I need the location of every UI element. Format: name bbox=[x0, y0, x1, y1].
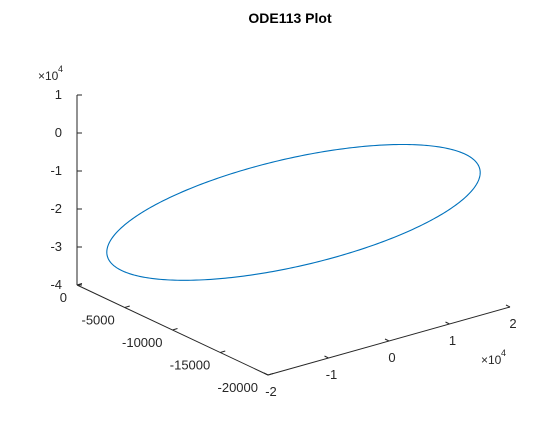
x-tick-label: -15000 bbox=[170, 358, 210, 373]
x-tick-label: -10000 bbox=[122, 335, 162, 350]
z-tick-label: -1 bbox=[50, 163, 62, 178]
x-tick-label: -5000 bbox=[82, 313, 115, 328]
y-multiplier-base: ×10 bbox=[481, 353, 502, 367]
x-tick-mark bbox=[172, 328, 178, 331]
y-tick-mark bbox=[263, 372, 269, 376]
y-tick-label: 2 bbox=[509, 316, 516, 331]
z-tick-label: 1 bbox=[55, 87, 62, 102]
z-axis-multiplier: ×10 4 bbox=[38, 64, 63, 83]
x-tick-label: -20000 bbox=[218, 380, 258, 395]
y-tick-mark bbox=[445, 321, 450, 325]
z-tick-label: -4 bbox=[50, 277, 62, 292]
tick-layer: 10-1-2-3-40-5000-10000-15000-20000 -2-101… bbox=[50, 87, 516, 399]
y-tick-label: 0 bbox=[388, 350, 395, 365]
z-tick-label: -2 bbox=[50, 201, 62, 216]
x-tick-mark bbox=[124, 305, 130, 308]
y-tick-label: -1 bbox=[326, 367, 338, 382]
y-tick-mark bbox=[384, 338, 390, 342]
y-axis-multiplier: ×10 4 bbox=[481, 348, 506, 367]
y-multiplier-exponent: 4 bbox=[501, 348, 506, 358]
x-tick-label: 0 bbox=[60, 290, 67, 305]
z-multiplier-base: ×10 bbox=[38, 69, 59, 83]
x-tick-mark bbox=[220, 350, 226, 353]
y-tick-mark bbox=[324, 355, 329, 359]
z-tick-label: -3 bbox=[50, 239, 62, 254]
x-tick-mark bbox=[267, 373, 274, 376]
z-multiplier-exponent: 4 bbox=[58, 64, 63, 74]
axes-lines bbox=[76, 95, 511, 376]
y-tick-label: -2 bbox=[265, 384, 277, 399]
chart-title: ODE113 Plot bbox=[248, 10, 332, 26]
y-tick-mark bbox=[505, 304, 511, 308]
z-tick-label: 0 bbox=[55, 125, 62, 140]
y-tick-label: 1 bbox=[449, 333, 456, 348]
series-layer bbox=[106, 143, 481, 281]
x-tick-mark bbox=[76, 283, 83, 286]
orbit-series-line bbox=[106, 143, 481, 281]
